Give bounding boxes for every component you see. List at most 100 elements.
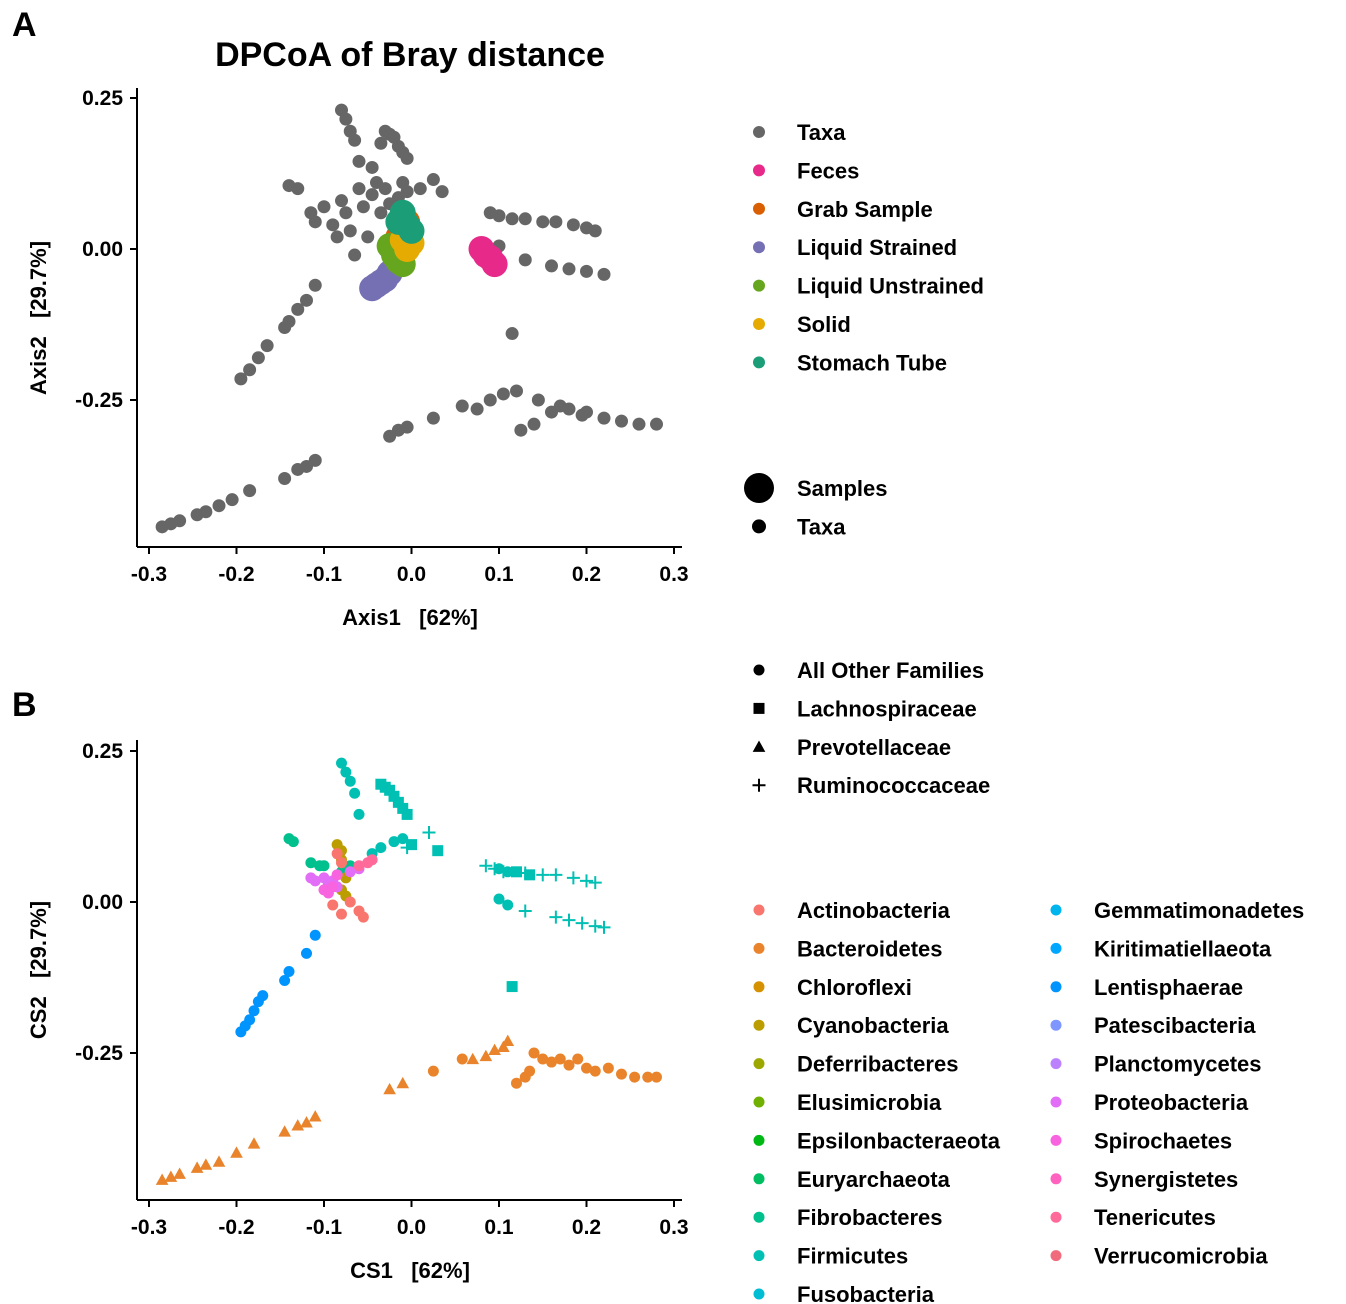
phylum-point-bacteroidetes [230,1146,243,1158]
legend-shape-key-all-other-families [753,664,765,676]
taxa-point [291,302,305,316]
x-tick-label: -0.3 [131,563,167,586]
legend-shape-key-lachnospiraceae [753,702,765,714]
taxa-point [505,327,519,341]
legend-phylum-label-cyanobacteria: Cyanobacteria [797,1013,949,1038]
legend-phylum-key-fibrobacteres [753,1211,765,1223]
phylum-point-bacteroidetes [572,1053,584,1065]
phylum-point-bacteroidetes [173,1167,186,1179]
legend-key-liquid-unstrained [753,279,765,292]
taxa-point [505,212,519,226]
phylum-point-firmicutes [375,842,387,854]
legend-label-taxa: Taxa [797,120,846,145]
phylum-point-firmicutes [588,876,602,890]
phylum-point-bacteroidetes [554,1053,566,1065]
panel-b-points [155,757,662,1185]
phylum-point-bacteroidetes [563,1059,575,1071]
panel-a: -0.3 -0.2 -0.1 0.0 0.1 0.2 0.3 0.25 0.00 -0.25 A… [26,87,689,630]
phylum-point-fibrobacteres [287,836,299,848]
legend-label-stomach-tube: Stomach Tube [797,350,947,375]
taxa-point [343,224,357,238]
panel-b-y-axis-label: CS2 [29.7%] [26,901,51,1039]
legend-phylum-key-actinobacteria [753,904,765,916]
taxa-point [330,230,344,244]
phylum-point-bacteroidetes [383,1082,396,1095]
panel-b-x-axis-label: CS1 [62%] [350,1258,470,1283]
legend-point-size: Samples Taxa [744,473,888,539]
taxa-point [339,112,353,126]
phylum-point-firmicutes [506,981,518,993]
phylum-point-firmicutes [388,836,400,848]
legend-phylum-label-proteobacteria: Proteobacteria [1094,1090,1249,1115]
taxa-point [650,417,663,431]
taxa-point [243,484,257,498]
phylum-point-bacteroidetes [537,1053,549,1065]
taxa-point [400,151,414,165]
taxa-point [632,417,646,431]
phylum-point-lentisphaerae [279,975,291,987]
panel-a-points [155,103,663,534]
phylum-point-firmicutes [588,919,602,933]
phylum-point-actinobacteria [336,857,347,869]
phylum-point-firmicutes [549,868,563,882]
legend-phylum-key-lentisphaerae [1050,981,1062,993]
legend-phylum-label-fibrobacteres: Fibrobacteres [797,1205,943,1230]
legend-phylum-label-spirochaetes: Spirochaetes [1094,1128,1232,1153]
panel-b-label: B [12,686,37,724]
taxa-point [435,185,449,199]
legend-family-shape: All Other Families Lachnospiraceae Prevote… [752,658,990,798]
taxa-point [588,224,602,238]
phylum-point-bacteroidetes [488,1043,501,1056]
phylum-point-bacteroidetes [396,1076,410,1089]
legend-phylum-key-verrucomicrobia [1050,1250,1062,1262]
taxa-point [212,499,226,513]
taxa-point [243,363,257,377]
phylum-point-firmicutes [493,893,505,905]
legend-phylum-key-synergistetes [1050,1173,1062,1185]
legend-phylum-label-patescibacteria: Patescibacteria [1094,1013,1256,1038]
phylum-point-lentisphaerae [248,1005,260,1017]
phylum-point-firmicutes [353,808,365,820]
phylum-point-firmicutes [406,839,417,851]
taxa-point [514,423,528,437]
legend-phylum-label-kiritimatiellaeota: Kiritimatiellaeota [1094,936,1272,961]
legend-key-stomach-tube [753,356,765,369]
legend-phylum-key-fusobacteria [753,1288,765,1300]
taxa-point [339,206,353,220]
y-tick-label: 0.25 [82,87,123,110]
phylum-point-firmicutes [479,859,493,873]
y-tick-label: 0.00 [82,238,123,261]
legend-phylum-label-actinobacteria: Actinobacteria [797,898,951,923]
taxa-point [518,253,532,267]
phylum-point-actinobacteria [327,899,339,911]
phylum-point-bacteroidetes [501,1034,515,1046]
phylum-point-bacteroidetes [456,1053,468,1065]
taxa-point [580,264,593,278]
legend-phylum-key-firmicutes [753,1250,765,1262]
phylum-point-firmicutes [575,916,589,930]
phylum-point-tenericutes [366,854,378,866]
phylum-point-bacteroidetes [511,1077,522,1089]
taxa-point [378,182,392,196]
phylum-point-firmicutes [502,899,514,911]
phylum-point-firmicutes [392,796,404,808]
phylum-point-bacteroidetes [546,1056,557,1068]
legend-phylum-key-cyanobacteria [753,1019,765,1031]
legend-shape-label-ruminococcaceae: Ruminococcaceae [797,773,990,798]
phylum-point-firmicutes [518,866,532,880]
legend-phylum-key-deferribacteres [753,1058,765,1070]
legend-key-feces [753,164,765,177]
legend-phylum-label-gemmatimonadetes: Gemmatimonadetes [1094,898,1304,923]
taxa-point [536,215,550,229]
phylum-point-firmicutes [511,866,522,878]
phylum-point-firmicutes [384,784,396,796]
phylum-point-actinobacteria [344,896,356,908]
legend-label-liquid-strained: Liquid Strained [797,235,957,260]
taxa-point [348,133,362,147]
taxa-point [317,200,331,214]
phylum-point-bacteroidetes [524,1065,536,1077]
taxa-point [455,399,469,413]
taxa-point [225,493,239,507]
x-tick-label: -0.1 [306,563,343,586]
